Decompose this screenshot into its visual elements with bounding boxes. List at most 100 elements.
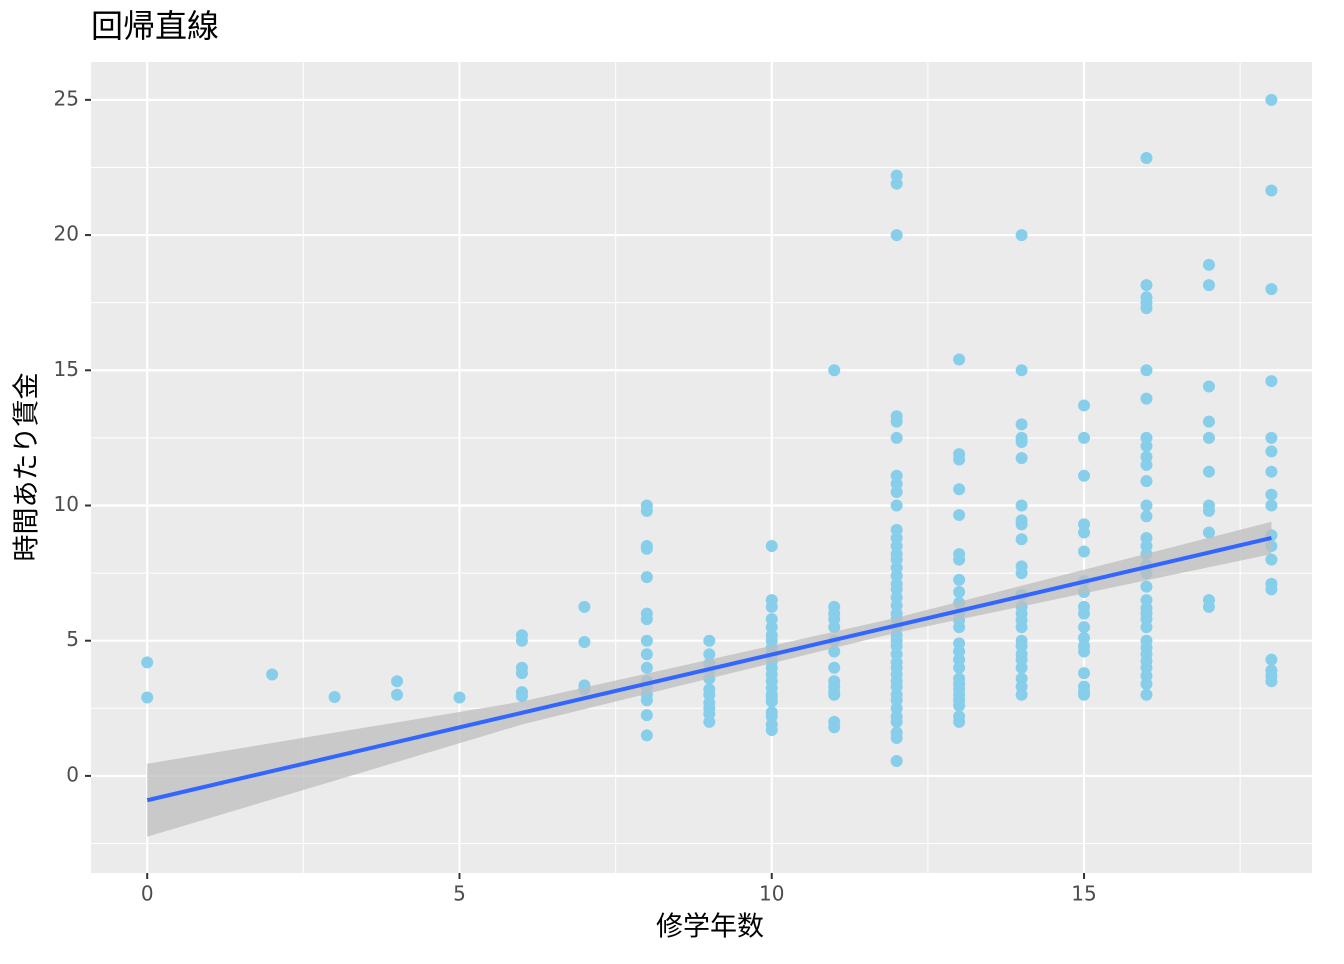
point	[1078, 431, 1091, 444]
point	[1015, 452, 1028, 465]
point	[828, 621, 841, 634]
point	[1140, 392, 1153, 405]
point	[1265, 465, 1278, 478]
point	[578, 636, 591, 649]
point	[1078, 545, 1091, 558]
y-tick-label: 25	[54, 86, 79, 110]
point	[828, 721, 841, 734]
point	[1078, 607, 1091, 620]
point	[953, 553, 966, 566]
point	[1202, 415, 1215, 428]
x-tick-label: 10	[759, 882, 784, 906]
point	[1015, 418, 1028, 431]
point	[1202, 258, 1215, 271]
point	[1078, 469, 1091, 482]
y-tick-label: 15	[54, 357, 79, 381]
point	[640, 571, 653, 584]
point	[1265, 445, 1278, 458]
point	[1265, 675, 1278, 688]
point	[640, 504, 653, 517]
point	[640, 648, 653, 661]
panel	[91, 62, 1312, 873]
point	[1265, 184, 1278, 197]
point	[953, 586, 966, 599]
point	[1265, 283, 1278, 296]
point	[1078, 621, 1091, 634]
point	[515, 667, 528, 680]
y-tick-label: 5	[66, 627, 79, 651]
point	[391, 675, 404, 688]
point	[1140, 499, 1153, 512]
point	[1015, 364, 1028, 377]
point	[266, 668, 279, 681]
y-tick-label: 10	[54, 492, 79, 516]
x-tick-label: 0	[141, 882, 154, 906]
point	[1140, 458, 1153, 471]
confidence-band	[147, 521, 1272, 837]
point	[890, 229, 903, 242]
point	[640, 709, 653, 722]
point	[765, 600, 778, 613]
point	[1202, 600, 1215, 613]
point	[1140, 475, 1153, 488]
point	[890, 415, 903, 428]
point	[953, 573, 966, 586]
y-tick-label: 0	[66, 762, 79, 786]
point	[1078, 667, 1091, 680]
point	[640, 634, 653, 647]
point	[640, 542, 653, 555]
point	[640, 729, 653, 742]
point	[578, 600, 591, 613]
point	[1202, 279, 1215, 292]
point	[515, 690, 528, 703]
x-tick-label: 5	[453, 882, 466, 906]
point	[953, 715, 966, 728]
point	[1140, 621, 1153, 634]
point	[1265, 93, 1278, 106]
point	[1265, 488, 1278, 501]
point	[1015, 567, 1028, 580]
point	[328, 690, 341, 703]
point	[141, 656, 154, 669]
point	[890, 755, 903, 768]
point	[1140, 279, 1153, 292]
y-axis-title: 時間あたり賃金	[12, 373, 43, 562]
point	[1078, 526, 1091, 539]
point	[1265, 553, 1278, 566]
point	[703, 715, 716, 728]
point	[703, 634, 716, 647]
point	[953, 353, 966, 366]
point	[765, 540, 778, 553]
point	[703, 648, 716, 661]
point	[1078, 645, 1091, 658]
point	[828, 688, 841, 701]
point	[1015, 499, 1028, 512]
point	[1015, 518, 1028, 531]
point	[391, 688, 404, 701]
point	[1015, 621, 1028, 634]
point	[640, 661, 653, 674]
point	[1015, 533, 1028, 546]
point	[141, 691, 154, 704]
point	[1015, 688, 1028, 701]
chart-title: 回帰直線	[91, 7, 219, 45]
point	[953, 661, 966, 674]
point	[890, 715, 903, 728]
point	[890, 485, 903, 498]
point	[953, 508, 966, 521]
point	[1140, 677, 1153, 690]
point	[765, 695, 778, 708]
y-tick-label: 20	[54, 222, 79, 246]
point	[890, 431, 903, 444]
point	[1140, 688, 1153, 701]
point	[1015, 661, 1028, 674]
point	[953, 621, 966, 634]
point	[1265, 375, 1278, 388]
point	[640, 613, 653, 626]
point	[1265, 431, 1278, 444]
point	[890, 177, 903, 190]
x-tick-label: 15	[1071, 882, 1096, 906]
point	[828, 661, 841, 674]
point	[953, 453, 966, 466]
